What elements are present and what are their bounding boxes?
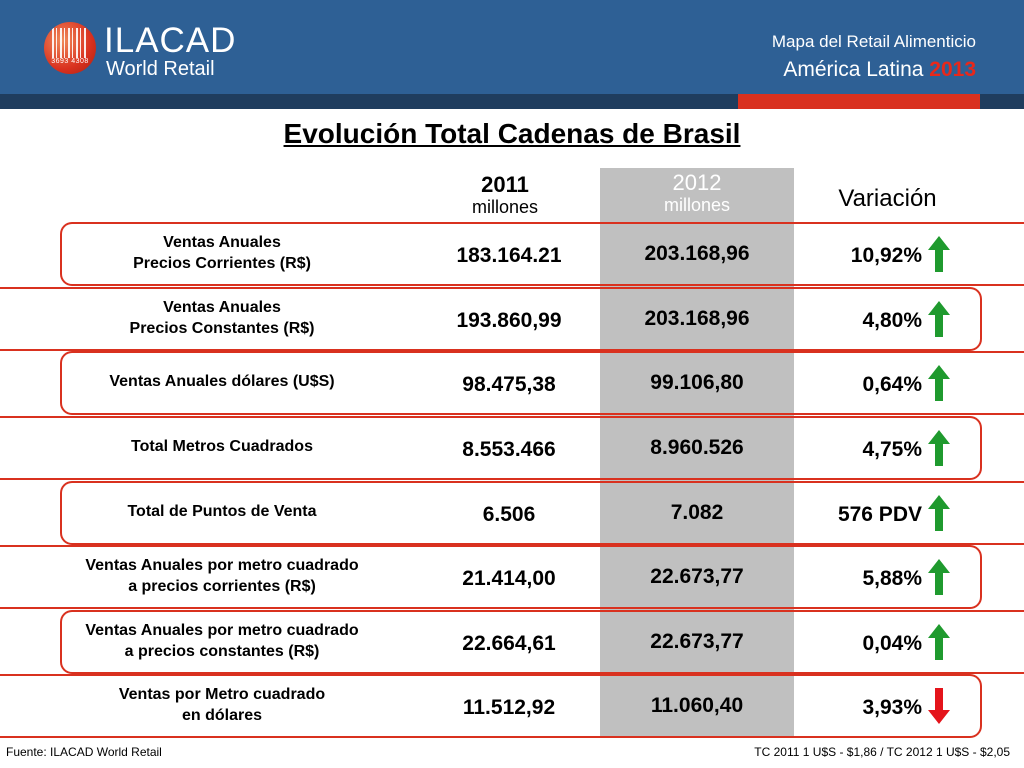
- table-row: Ventas por Metro cuadrado en dólares 11.51…: [0, 674, 1024, 738]
- row-label-line2: Precios Corrientes (R$): [133, 255, 311, 272]
- table-row: Total de Puntos de Venta 6.506 7.082 576 PD…: [0, 481, 1024, 545]
- value-2011: 6.506: [482, 503, 536, 526]
- row-label: Ventas Anuales Precios Constantes (R$): [62, 297, 382, 339]
- table-row: Ventas Anuales por metro cuadrado a preci…: [0, 610, 1024, 674]
- variation-value: 10,92%: [850, 244, 922, 267]
- header-bar: [0, 0, 1024, 94]
- row-label-line1: Ventas Anuales: [163, 234, 281, 251]
- column-2012-background: [600, 168, 794, 738]
- variation-value: 5,88%: [862, 567, 922, 590]
- row-label: Ventas Anuales Precios Corrientes (R$): [62, 232, 382, 274]
- row-label: Ventas Anuales por metro cuadrado a preci…: [62, 555, 382, 597]
- row-frame: [60, 351, 1024, 415]
- row-label-line1: Ventas por Metro cuadrado: [118, 686, 326, 703]
- value-2011: 8.553.466: [462, 438, 556, 461]
- row-label-line1: Ventas Anuales por metro cuadrado: [85, 622, 359, 639]
- logo-name: ILACAD: [104, 21, 237, 60]
- row-label-line1: Total de Puntos de Venta: [127, 503, 317, 520]
- variation-value: 4,75%: [862, 438, 922, 461]
- value-2012: 11.060,40: [650, 694, 744, 717]
- table-row: Ventas Anuales Precios Constantes (R$) 193…: [0, 287, 1024, 351]
- column-header-variation: Variación: [838, 185, 937, 212]
- arrow-up-icon: [928, 236, 950, 272]
- value-2012: 22.673,77: [650, 630, 744, 653]
- table-row: Ventas Anuales dólares (U$S) 98.475,38 99.…: [0, 351, 1024, 415]
- row-frame: [60, 610, 1024, 674]
- page-title: Evolución Total Cadenas de Brasil: [283, 118, 741, 149]
- value-2012: 99.106,80: [650, 371, 744, 394]
- row-label-line2: en dólares: [181, 707, 263, 724]
- logo-subtitle: World Retail: [106, 58, 215, 80]
- row-frame: [0, 674, 982, 738]
- row-frame: [60, 222, 1024, 286]
- value-2011: 22.664,61: [462, 632, 556, 655]
- row-label-line1: Ventas Anuales dólares (U$S): [109, 373, 335, 390]
- row-label: Total Metros Cuadrados: [62, 436, 382, 457]
- row-label: Ventas Anuales dólares (U$S): [62, 371, 382, 392]
- table-row: Ventas Anuales por metro cuadrado a preci…: [0, 545, 1024, 609]
- row-frame: [60, 481, 1024, 545]
- arrow-up-icon: [928, 430, 950, 466]
- value-2011: 98.475,38: [462, 373, 556, 396]
- header-title: Mapa del Retail Alimenticio: [771, 32, 976, 51]
- column-header-2011: 2011 millones: [471, 172, 539, 218]
- row-label: Total de Puntos de Venta: [62, 501, 382, 522]
- row-label: Ventas Anuales por metro cuadrado a preci…: [62, 620, 382, 662]
- value-2011: 183.164.21: [456, 244, 562, 267]
- table-row: Ventas Anuales Precios Corrientes (R$) 183…: [0, 222, 1024, 286]
- row-label: Ventas por Metro cuadrado en dólares: [62, 684, 382, 726]
- header-subtitle: América Latina 2013: [783, 58, 976, 81]
- value-2012: 22.673,77: [650, 565, 744, 588]
- arrow-up-icon: [928, 624, 950, 660]
- variation-value: 0,64%: [862, 373, 922, 396]
- arrow-up-icon: [928, 301, 950, 337]
- arrow-up-icon: [928, 365, 950, 401]
- value-2012: 203.168,96: [644, 242, 750, 265]
- header-accent: [738, 94, 980, 109]
- ilacad-logo-icon: 3693 4308: [44, 22, 96, 74]
- value-2011: 193.860,99: [456, 309, 562, 332]
- value-2011: 21.414,00: [462, 567, 556, 590]
- row-frame: [0, 287, 982, 351]
- value-2012: 203.168,96: [644, 307, 750, 330]
- row-label-line1: Total Metros Cuadrados: [131, 438, 313, 455]
- row-label-line2: a precios corrientes (R$): [128, 578, 316, 595]
- value-2012: 8.960.526: [650, 436, 744, 459]
- row-label-line2: Precios Constantes (R$): [129, 320, 315, 337]
- value-2012: 7.082: [670, 501, 724, 524]
- variation-value: 3,93%: [862, 696, 922, 719]
- row-frame: [0, 416, 982, 480]
- column-header-2012: 2012 millones: [663, 170, 731, 216]
- row-frame: [0, 545, 982, 609]
- row-label-line1: Ventas Anuales por metro cuadrado: [85, 557, 359, 574]
- row-label-line2: a precios constantes (R$): [124, 643, 320, 660]
- variation-value: 4,80%: [862, 309, 922, 332]
- arrow-down-icon: [928, 688, 950, 724]
- row-label-line1: Ventas Anuales: [163, 299, 281, 316]
- footer-source: Fuente: ILACAD World Retail: [6, 745, 162, 759]
- header-year: 2013: [929, 58, 976, 81]
- arrow-up-icon: [928, 495, 950, 531]
- variation-value: 576 PDV: [837, 503, 922, 526]
- arrow-up-icon: [928, 559, 950, 595]
- variation-value: 0,04%: [862, 632, 922, 655]
- value-2011: 11.512,92: [462, 696, 556, 719]
- footer-exchange-rate: TC 2011 1 U$S - $1,86 / TC 2012 1 U$S - …: [754, 745, 1010, 759]
- table-row: Total Metros Cuadrados 8.553.466 8.960.526…: [0, 416, 1024, 480]
